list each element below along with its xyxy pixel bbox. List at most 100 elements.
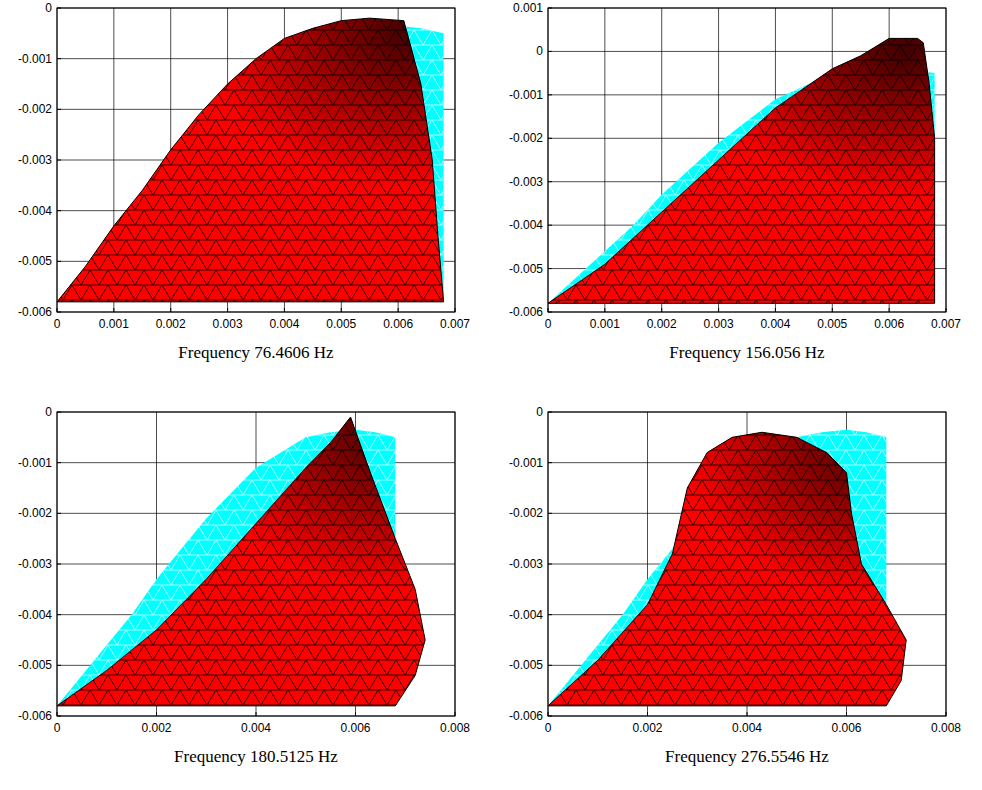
- x-tick-label: 0.008: [931, 721, 961, 735]
- tick: [57, 412, 61, 413]
- x-tick-label: 0.008: [440, 721, 470, 735]
- tick: [548, 308, 549, 312]
- x-tick-label: 0.006: [831, 721, 861, 735]
- tick: [548, 614, 552, 615]
- tick: [846, 712, 847, 716]
- mesh-density: [548, 38, 935, 303]
- x-tick-label: 0.005: [817, 317, 847, 331]
- y-tick-label: -0.002: [18, 102, 52, 116]
- y-tick-label: -0.006: [509, 305, 543, 319]
- mesh: [57, 18, 444, 302]
- tick: [57, 716, 61, 717]
- tick: [57, 210, 61, 211]
- tick: [284, 308, 285, 312]
- tick: [548, 513, 552, 514]
- plot-background: [548, 8, 946, 312]
- mesh-group: [548, 430, 906, 706]
- frame: [548, 8, 946, 312]
- y-tick-label: -0.003: [509, 175, 543, 189]
- figure: 0 0.001 0.002 0.003 0.004 0.005 0.006 0.007 -0.0…: [0, 0, 982, 790]
- y-tick-label: -0.002: [509, 506, 543, 520]
- x-tick-label: 0.006: [874, 317, 904, 331]
- y-tick-label: -0.003: [509, 557, 543, 571]
- tick: [57, 261, 61, 262]
- tick: [718, 308, 719, 312]
- mesh: [57, 417, 425, 706]
- mesh-group: [57, 417, 425, 706]
- tick: [775, 308, 776, 312]
- y-tick-label: -0.004: [18, 204, 52, 218]
- tick: [455, 712, 456, 716]
- tick: [455, 308, 456, 312]
- y-tick-label: -0.005: [18, 658, 52, 672]
- x-tick-label: 0: [54, 721, 61, 735]
- x-tick-label: 0.007: [440, 317, 470, 331]
- tick: [548, 268, 552, 269]
- x-tick-label: 0.004: [760, 317, 790, 331]
- x-tick-label: 0.003: [704, 317, 734, 331]
- y-tick-label: -0.006: [18, 305, 52, 319]
- y-tick-label: -0.001: [18, 456, 52, 470]
- deformed-shape: [548, 432, 906, 706]
- tick: [747, 712, 748, 716]
- tick: [341, 308, 342, 312]
- y-tick-label: -0.003: [18, 557, 52, 571]
- tick: [548, 665, 552, 666]
- x-tick-label: 0.006: [340, 721, 370, 735]
- y-tick-label: -0.004: [18, 608, 52, 622]
- mesh-density: [548, 432, 906, 706]
- y-tick-label: -0.005: [509, 262, 543, 276]
- tick: [57, 712, 58, 716]
- tick: [548, 225, 552, 226]
- tick: [548, 94, 552, 95]
- tick: [57, 614, 61, 615]
- plot-background: [57, 412, 455, 716]
- tick: [170, 308, 171, 312]
- x-tick-label: 0.007: [931, 317, 961, 331]
- caption: Frequency 276.5546 Hz: [665, 747, 829, 766]
- tick: [57, 8, 61, 9]
- tick: [156, 712, 157, 716]
- y-tick-label: -0.006: [18, 709, 52, 723]
- tick: [548, 564, 552, 565]
- tick: [227, 308, 228, 312]
- tick: [548, 51, 552, 52]
- panel: 00.0020.0040.0060.008-0.006-0.005-0.004-…: [509, 405, 961, 766]
- y-tick-label: -0.001: [18, 52, 52, 66]
- x-tick-label: 0.001: [99, 317, 129, 331]
- y-tick-label: -0.001: [509, 88, 543, 102]
- tick: [57, 308, 58, 312]
- y-tick-label: 0: [536, 44, 543, 58]
- tick: [548, 716, 552, 717]
- deformed-shape: [548, 38, 935, 303]
- y-tick-label: -0.005: [18, 254, 52, 268]
- y-tick-label: -0.002: [509, 131, 543, 145]
- tick: [57, 160, 61, 161]
- tick: [946, 712, 947, 716]
- y-tick-label: -0.001: [509, 456, 543, 470]
- x-tick-label: 0.004: [269, 317, 299, 331]
- y-tick-label: 0: [45, 1, 52, 15]
- tick: [647, 712, 648, 716]
- x-tick-label: 0.003: [213, 317, 243, 331]
- tick: [548, 181, 552, 182]
- frame: [57, 412, 455, 716]
- plot-background: [548, 412, 946, 716]
- tick: [548, 8, 552, 9]
- tick: [113, 308, 114, 312]
- tick: [256, 712, 257, 716]
- tick: [57, 312, 61, 313]
- caption: Frequency 180.5125 Hz: [174, 747, 338, 766]
- y-tick-label: -0.005: [509, 658, 543, 672]
- x-tick-label: 0.002: [156, 317, 186, 331]
- tick: [57, 513, 61, 514]
- frame: [548, 412, 946, 716]
- x-tick-label: 0.001: [590, 317, 620, 331]
- tick: [548, 312, 552, 313]
- y-tick-label: -0.006: [509, 709, 543, 723]
- tick: [548, 412, 552, 413]
- y-tick-label: 0.001: [513, 1, 543, 15]
- x-tick-label: 0.005: [326, 317, 356, 331]
- tick: [946, 308, 947, 312]
- mesh: [548, 38, 935, 303]
